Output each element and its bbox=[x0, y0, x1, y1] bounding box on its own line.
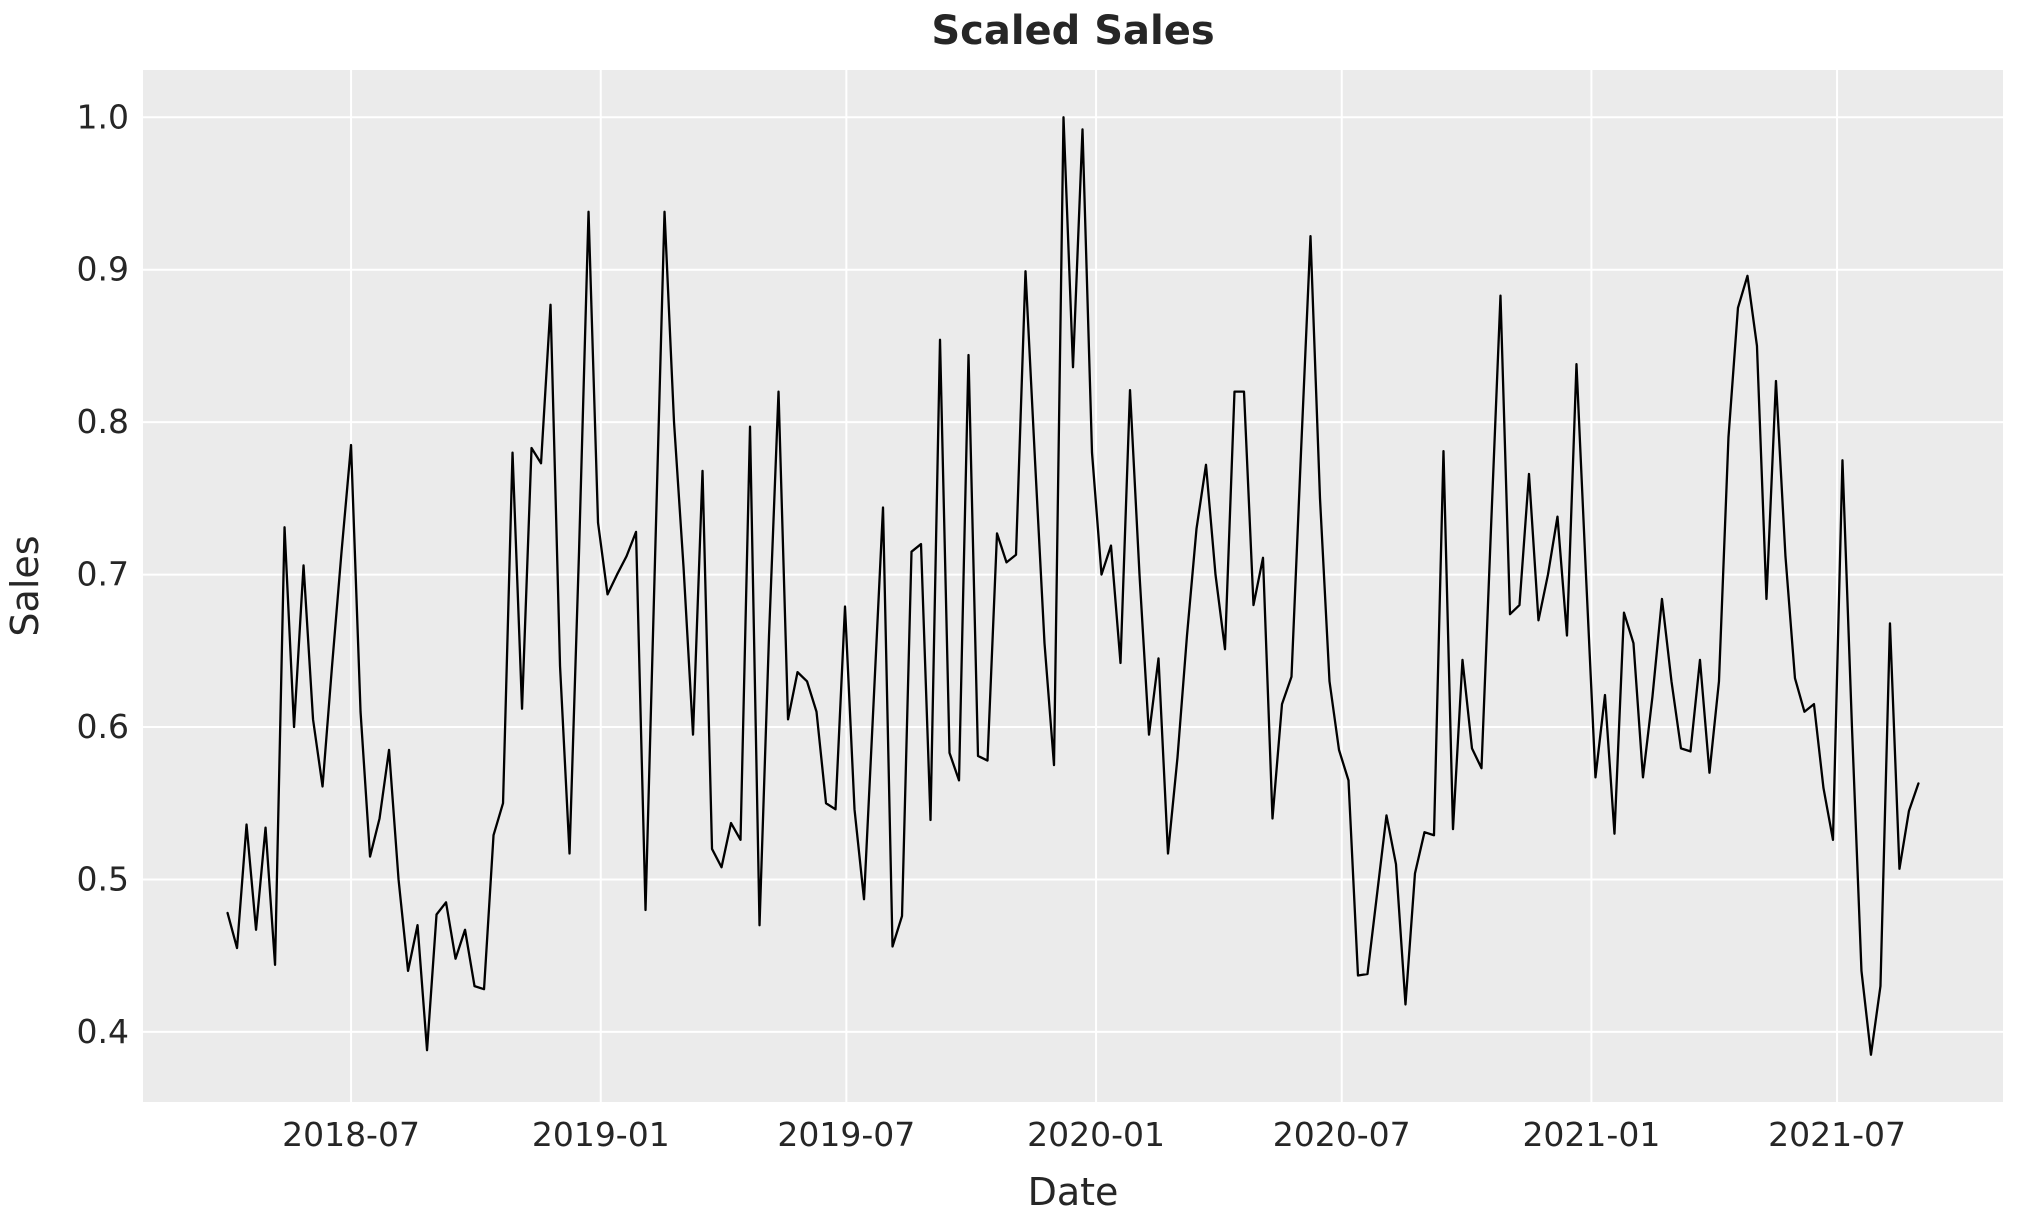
chart-title: Scaled Sales bbox=[931, 8, 1214, 54]
y-axis-tick-labels: 0.4 0.5 0.6 0.7 0.8 0.9 1.0 bbox=[77, 97, 129, 1051]
y-axis-label: Sales bbox=[3, 535, 47, 636]
x-axis-label: Date bbox=[1028, 1170, 1119, 1214]
y-tick-label: 0.4 bbox=[77, 1012, 129, 1051]
x-tick-label: 2019-01 bbox=[532, 1115, 670, 1154]
plot-area bbox=[143, 70, 2003, 1102]
x-axis-tick-labels: 2018-07 2019-01 2019-07 2020-01 2020-07 2021-… bbox=[282, 1115, 1906, 1154]
x-tick-label: 2021-01 bbox=[1522, 1115, 1660, 1154]
x-tick-label: 2020-07 bbox=[1273, 1115, 1411, 1154]
y-tick-label: 0.9 bbox=[77, 250, 129, 289]
y-tick-label: 0.7 bbox=[77, 555, 129, 594]
gridlines bbox=[143, 70, 2003, 1102]
y-tick-label: 0.8 bbox=[77, 402, 129, 441]
x-tick-label: 2018-07 bbox=[282, 1115, 420, 1154]
sales-series-line bbox=[226, 116, 1920, 1056]
y-tick-label: 0.5 bbox=[77, 859, 129, 898]
x-tick-label: 2020-01 bbox=[1027, 1115, 1165, 1154]
sales-line bbox=[226, 116, 1920, 1056]
y-tick-label: 0.6 bbox=[77, 707, 129, 746]
x-tick-label: 2019-07 bbox=[777, 1115, 915, 1154]
x-tick-label: 2021-07 bbox=[1768, 1115, 1906, 1154]
y-tick-label: 1.0 bbox=[77, 97, 129, 136]
